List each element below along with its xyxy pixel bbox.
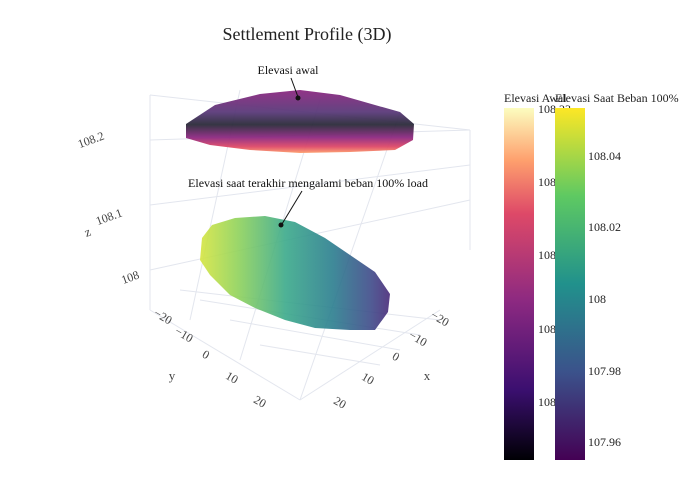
colorbar-beban-tick: 108.04 bbox=[588, 149, 621, 163]
colorbar-beban-ticks: 108.04 108.02 108 107.98 107.96 bbox=[588, 149, 621, 449]
y-tick-label: 10 bbox=[223, 368, 240, 386]
colorbar-beban-tick: 107.96 bbox=[588, 435, 621, 449]
z-axis-ticks: 108 108.1 108.2 bbox=[76, 129, 141, 287]
x-tick-label: −20 bbox=[428, 308, 451, 330]
surface-elevasi-beban bbox=[200, 216, 390, 330]
surface-elevasi-awal bbox=[186, 90, 414, 153]
z-axis-label: z bbox=[82, 224, 93, 240]
z-tick-label: 108.1 bbox=[94, 206, 124, 228]
y-tick-label: −10 bbox=[172, 324, 195, 346]
y-tick-label: 0 bbox=[200, 347, 212, 362]
colorbar-beban-title: Elevasi Saat Beban 100% bbox=[555, 91, 679, 105]
x-tick-label: 0 bbox=[390, 349, 402, 364]
colorbar-beban-tick: 107.98 bbox=[588, 364, 621, 378]
colorbar-awal-title: Elevasi Awal bbox=[504, 91, 567, 105]
annotation-beban-text: Elevasi saat terakhir mengalami beban 10… bbox=[188, 176, 428, 190]
colorbar-beban-tick: 108 bbox=[588, 292, 606, 306]
colorbar-awal-tick: 108 bbox=[538, 395, 556, 409]
y-axis-label: y bbox=[169, 368, 176, 383]
colorbar-beban-tick: 108.02 bbox=[588, 220, 621, 234]
y-tick-label: 20 bbox=[251, 392, 268, 410]
surface-awal-shape bbox=[186, 90, 414, 153]
annotation-awal-text: Elevasi awal bbox=[258, 63, 320, 77]
annotation-beban: Elevasi saat terakhir mengalami beban 10… bbox=[188, 176, 428, 228]
surface-beban-shape bbox=[200, 216, 390, 330]
annotation-awal-marker bbox=[295, 95, 301, 101]
x-tick-label: −10 bbox=[406, 328, 429, 350]
x-axis-label: x bbox=[424, 368, 431, 383]
colorbar-elevasi-beban: Elevasi Saat Beban 100% 108.04108.021081… bbox=[555, 91, 679, 460]
colorbar-awal-tick: 108 bbox=[538, 175, 556, 189]
colorbar-awal-tick: 108 bbox=[538, 248, 556, 262]
x-tick-label: 20 bbox=[331, 393, 348, 411]
z-tick-label: 108.2 bbox=[76, 129, 106, 151]
x-axis-ticks: −20−10 0 10 20 bbox=[331, 308, 451, 412]
z-tick-label: 108 bbox=[119, 268, 141, 287]
colorbar-awal-tick: 108 bbox=[538, 322, 556, 336]
y-axis-ticks: −20−10 0 10 20 bbox=[151, 306, 268, 411]
annotation-beban-marker bbox=[278, 222, 284, 228]
y-tick-label: −20 bbox=[151, 306, 174, 328]
chart-title: Settlement Profile (3D) bbox=[223, 24, 392, 45]
annotation-awal: Elevasi awal bbox=[258, 63, 320, 101]
x-tick-label: 10 bbox=[359, 369, 376, 387]
